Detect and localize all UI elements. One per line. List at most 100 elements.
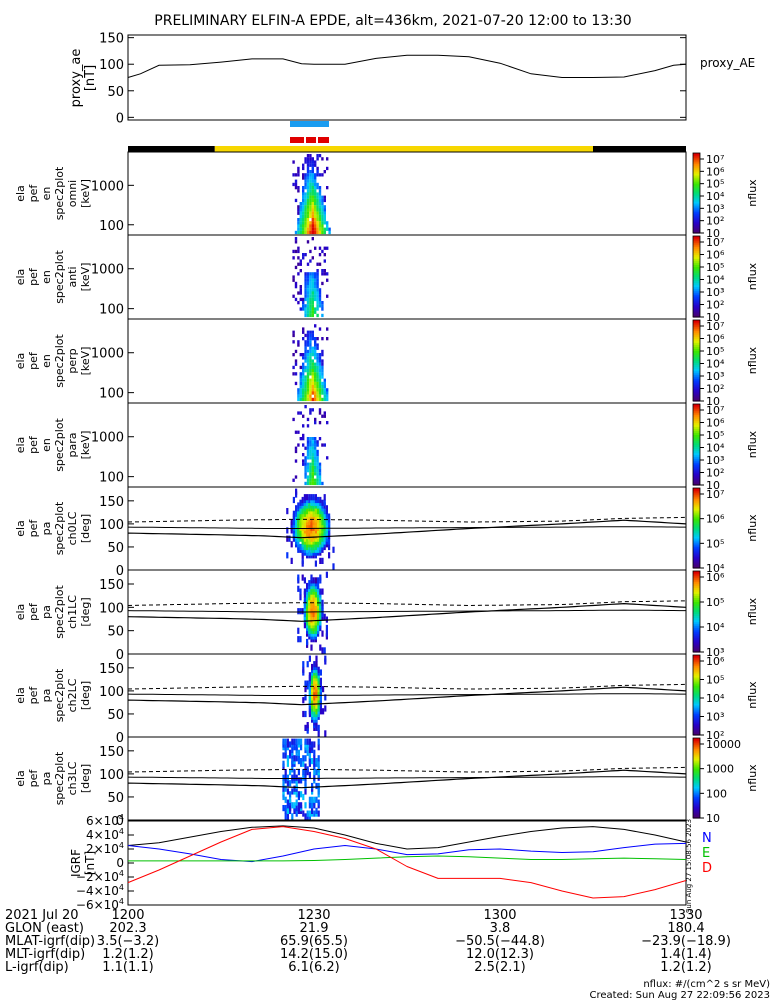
spectrogram-cell <box>309 259 312 263</box>
colorbar-cell <box>693 448 700 452</box>
colorbar-cell <box>693 446 700 450</box>
colorbar-cell <box>693 396 700 400</box>
pa-cell <box>300 802 303 809</box>
colorbar-cell <box>693 334 700 337</box>
pa-cell <box>317 546 320 553</box>
tick-exponent: 4 <box>119 869 124 878</box>
spectrogram-cell <box>314 182 317 187</box>
colorbar-cell <box>693 613 700 617</box>
pa-cell <box>303 588 306 595</box>
spectrogram-cell <box>299 288 302 292</box>
panel-frame <box>127 318 687 404</box>
colorbar-cell <box>693 332 700 335</box>
spectrogram-cell <box>302 195 305 199</box>
bfield-ytick-label: 0 <box>116 856 124 870</box>
footer-value: 1300 <box>483 908 516 923</box>
spectrogram-cell <box>314 294 317 298</box>
spectrogram-cell <box>318 437 322 441</box>
pa-cell <box>297 738 300 745</box>
colorbar-cell <box>693 780 700 783</box>
spectrogram-cell <box>311 237 314 241</box>
spectrogram-cell <box>309 469 312 473</box>
colorbar-cell <box>693 330 700 333</box>
pa-cell <box>299 588 302 595</box>
spectrogram-cell <box>309 173 312 177</box>
spectrogram-cell <box>302 211 305 215</box>
colorbar-cell <box>693 266 700 269</box>
spectrogram-cell <box>304 391 307 395</box>
colorbar-cell <box>693 374 700 378</box>
spectrogram-cell <box>299 411 302 415</box>
colorbar-cell <box>693 774 700 777</box>
colorbar-cell <box>693 366 700 370</box>
pa-cell <box>300 777 303 784</box>
spectrogram-cell <box>309 378 312 382</box>
colorbar-cell <box>693 756 700 759</box>
colorbar-cell <box>693 671 700 674</box>
spectrogram-cell <box>302 459 305 463</box>
pa-cell <box>315 769 318 776</box>
spectrogram-cell <box>311 189 314 193</box>
spectrogram-cell <box>326 166 329 171</box>
spectrogram-cell <box>292 249 295 254</box>
spectrogram-cell <box>314 365 317 370</box>
spectrogram-cell <box>306 337 310 341</box>
pa-cell <box>325 505 328 512</box>
panel-ylabel: para <box>66 433 79 458</box>
colorbar-cell <box>693 300 700 304</box>
spectrogram-cell <box>316 202 319 206</box>
footer-value: 3.8 <box>490 921 511 936</box>
spectrogram-cell <box>309 205 312 209</box>
colorbar-cell <box>693 804 700 807</box>
pa-cell <box>293 738 296 745</box>
spectrogram-cell <box>321 443 324 447</box>
pa-cell <box>304 780 307 787</box>
pa-ytick-label: 100 <box>99 685 124 700</box>
colorbar-cell <box>693 159 700 162</box>
pa-cell <box>286 552 289 559</box>
colorbar-cell <box>693 810 700 813</box>
colorbar-cell <box>693 386 700 390</box>
colorbar-cell <box>693 155 700 158</box>
spectrogram-cell <box>311 446 314 450</box>
spectrogram-cell <box>304 388 307 392</box>
colorbar-cell <box>693 488 700 491</box>
colorbar-cell <box>693 163 700 166</box>
spectrogram-cell <box>306 166 310 171</box>
spectrogram-cell <box>318 365 322 370</box>
colorbar-tick-label: 10³ <box>706 286 724 299</box>
spectrogram-cell <box>323 381 326 386</box>
pa-cell <box>323 499 326 506</box>
spectrogram-cell <box>297 443 300 447</box>
bfield-ytick-label: −4×104 <box>76 883 124 898</box>
pa-cell <box>302 661 305 668</box>
spectrogram-cell <box>304 304 307 308</box>
colorbar-cell <box>693 382 700 386</box>
spectrogram-cell <box>311 359 314 363</box>
spectrogram-cell <box>294 285 298 289</box>
spectrogram-cell <box>304 405 307 409</box>
colorbar-cell <box>693 522 700 525</box>
spectrogram-cell <box>309 369 312 373</box>
spectrogram-cell <box>306 170 310 174</box>
spectrogram-cell <box>299 262 302 266</box>
spectrogram-cell <box>302 205 305 209</box>
bfield-ytick-label: −6×104 <box>76 897 124 912</box>
colorbar-cell <box>693 573 700 576</box>
spectrogram-cell <box>304 294 307 298</box>
tick-exponent: 4 <box>119 883 124 892</box>
pa-cell <box>297 627 300 634</box>
spectrogram-cell <box>306 176 310 180</box>
pa-cell <box>306 661 309 668</box>
spectrogram-cell <box>311 221 314 225</box>
spectrogram-cell <box>309 408 312 412</box>
colorbar-cell <box>693 476 700 480</box>
pa-cell <box>282 752 285 759</box>
pa-cell <box>317 744 320 751</box>
spectrogram-cell <box>318 173 322 177</box>
spectrogram-cell <box>294 297 298 302</box>
colorbar-cell <box>693 478 700 482</box>
spectrogram-cell <box>302 381 305 386</box>
pa-cell <box>319 496 322 504</box>
colorbar-cell <box>693 742 700 745</box>
